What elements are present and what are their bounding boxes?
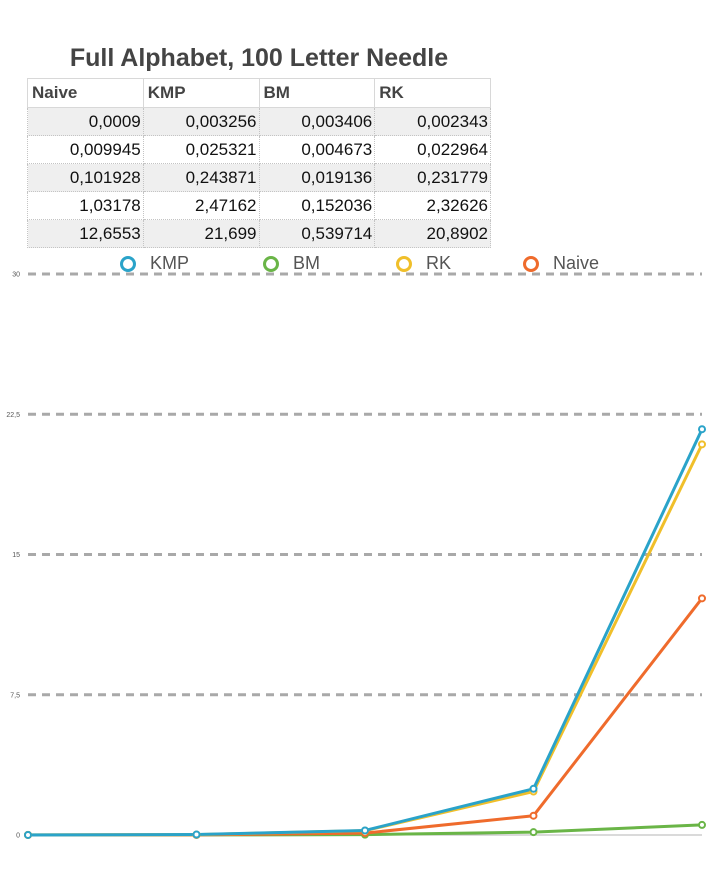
legend-item-bm: BM: [263, 253, 320, 274]
chart-title: Full Alphabet, 100 Letter Needle: [69, 44, 449, 72]
legend-label-naive: Naive: [553, 253, 600, 273]
data-point-kmp: [192, 830, 201, 839]
legend-item-kmp: KMP: [120, 253, 189, 274]
table-cell: 0,004673: [258, 135, 376, 164]
table-cell: 0,022964: [374, 135, 491, 164]
chart-legend: KMP BM RK Naive: [0, 253, 728, 277]
table-cell: 2,47162: [142, 191, 260, 220]
table-cell: 1,03178: [27, 191, 144, 220]
column-header-rk: RK: [374, 78, 491, 108]
y-tick-label: 15: [12, 552, 20, 559]
table-cell: 20,8902: [374, 219, 491, 248]
legend-item-naive: Naive: [523, 253, 599, 274]
table-cell: 0,152036: [258, 191, 376, 220]
y-tick-label: 30: [12, 272, 20, 279]
data-table: Naive KMP BM RK 0,0009 0,003256 0,003406…: [27, 78, 491, 248]
table-cell: 0,009945: [27, 135, 144, 164]
column-header-naive: Naive: [27, 78, 144, 108]
table-header-row: Naive KMP BM RK: [27, 78, 491, 108]
y-tick-label: 0: [16, 833, 20, 840]
table-cell: 0,002343: [374, 107, 491, 136]
legend-label-kmp: KMP: [150, 253, 190, 273]
legend-marker-naive-icon: [523, 255, 539, 272]
table-cell: 0,019136: [258, 163, 376, 192]
data-point-kmp: [529, 784, 538, 793]
table-cell: 0,231779: [374, 163, 491, 192]
table-cell: 12,6553: [27, 219, 144, 248]
data-point-kmp: [24, 830, 32, 839]
data-point-bm: [529, 828, 538, 837]
legend-item-rk: RK: [396, 253, 451, 274]
table-cell: 0,539714: [258, 219, 376, 248]
legend-label-rk: RK: [426, 253, 452, 273]
data-point-rk: [698, 440, 706, 449]
series-line-kmp: [26, 427, 704, 837]
legend-marker-bm-icon: [263, 255, 279, 272]
table-cell: 0,003256: [142, 107, 260, 136]
column-header-bm: BM: [258, 78, 376, 108]
legend-marker-kmp-icon: [120, 255, 136, 272]
table-cell: 21,699: [142, 219, 260, 248]
legend-marker-rk-icon: [396, 255, 412, 272]
table-cell: 0,101928: [27, 163, 144, 192]
data-point-naive: [529, 811, 538, 820]
y-tick-label: 7,5: [10, 692, 20, 699]
legend-label-bm: BM: [293, 253, 320, 273]
data-point-bm: [698, 820, 706, 829]
table-cell: 0,243871: [142, 163, 260, 192]
table-row: 12,6553 21,699 0,539714 20,8902: [27, 219, 491, 248]
column-header-kmp: KMP: [142, 78, 260, 108]
data-point-kmp: [361, 826, 369, 835]
series-line-rk: [26, 442, 704, 837]
series-line-naive: [26, 596, 704, 837]
table-cell: 0,003406: [258, 107, 376, 136]
table-row: 0,101928 0,243871 0,019136 0,231779: [27, 163, 491, 192]
data-point-naive: [698, 594, 706, 603]
table-row: 0,009945 0,025321 0,004673 0,022964: [27, 135, 491, 164]
table-row: 0,0009 0,003256 0,003406 0,002343: [27, 107, 491, 136]
table-cell: 0,025321: [142, 135, 260, 164]
table-cell: 0,0009: [27, 107, 144, 136]
y-tick-label: 22,5: [6, 412, 20, 419]
data-point-kmp: [698, 425, 706, 434]
